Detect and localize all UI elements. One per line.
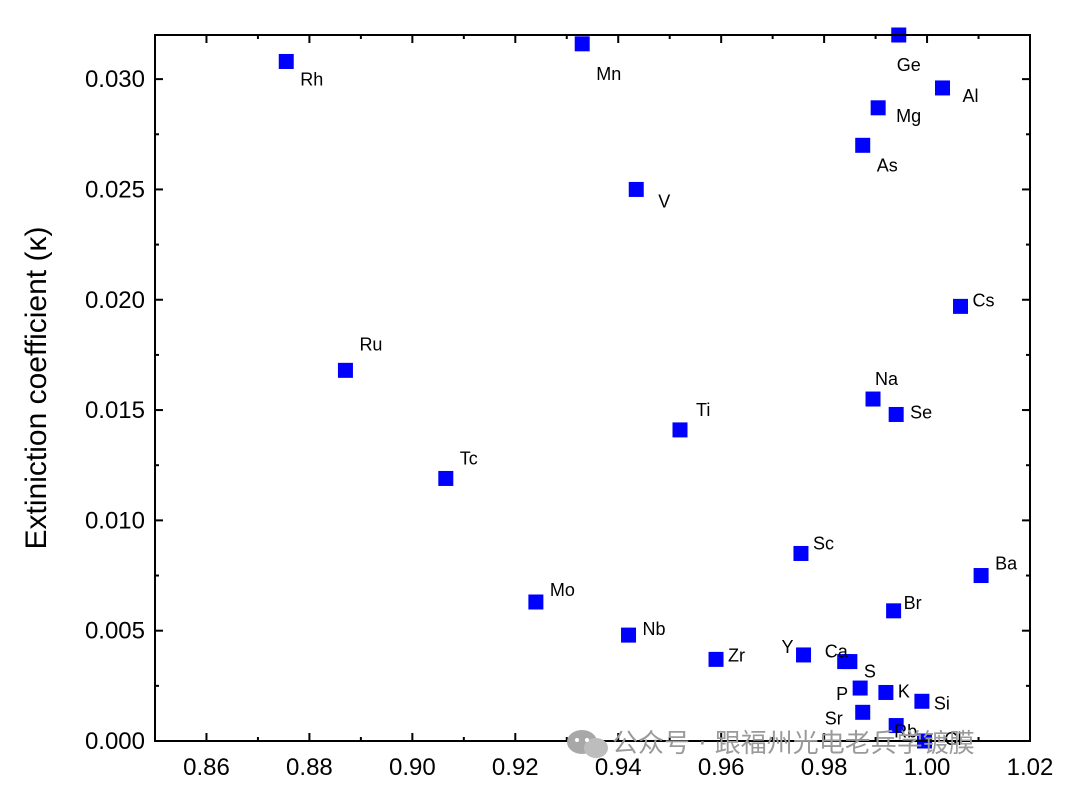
y-tick-label: 0.015	[85, 397, 145, 424]
point-na	[865, 391, 881, 407]
point-label-p: P	[836, 684, 848, 704]
point-label-ba: Ba	[995, 554, 1018, 574]
watermark-text: 公众号 · 跟福州光电老兵学镀膜	[612, 729, 975, 759]
point-mn	[574, 36, 590, 52]
point-label-cl: Cl	[944, 729, 961, 749]
point-label-mo: Mo	[550, 580, 575, 600]
point-se	[888, 406, 904, 422]
point-cs	[953, 298, 969, 314]
point-label-tc: Tc	[460, 448, 478, 468]
point-label-s: S	[864, 662, 876, 682]
point-label-mn: Mn	[596, 64, 621, 84]
point-br	[886, 603, 902, 619]
point-label-sc: Sc	[813, 533, 834, 553]
point-mo	[528, 594, 544, 610]
point-as	[855, 137, 871, 153]
x-tick-label: 0.86	[183, 754, 230, 781]
y-tick-label: 0.030	[85, 66, 145, 93]
point-label-ca: Ca	[825, 642, 849, 662]
point-label-ru: Ru	[359, 334, 382, 354]
x-tick-label: 0.98	[801, 754, 848, 781]
point-label-ti: Ti	[696, 400, 710, 420]
point-label-rh: Rh	[300, 69, 323, 89]
point-sc	[793, 545, 809, 561]
point-k	[878, 684, 894, 700]
point-tc	[438, 470, 454, 486]
plot-frame	[154, 34, 1031, 742]
point-ba	[973, 568, 989, 584]
wechat-icon	[567, 730, 608, 758]
point-label-as: As	[877, 155, 898, 175]
y-tick-label: 0.000	[85, 728, 145, 755]
point-rh	[278, 53, 294, 69]
point-sr	[855, 704, 871, 720]
x-tick-label: 0.94	[595, 754, 642, 781]
point-label-ge: Ge	[897, 55, 921, 75]
y-tick-label: 0.025	[85, 176, 145, 203]
point-label-sr: Sr	[825, 708, 843, 728]
point-label-al: Al	[963, 86, 979, 106]
labels-layer: Rh Mn Ge Al Mg As V Cs Ru Na Se Ti Tc Sc Ba Mo Br Nb Zr Y Ca…	[300, 55, 1018, 749]
point-ru	[337, 362, 353, 378]
point-si	[914, 693, 930, 709]
y-tick-label: 0.020	[85, 287, 145, 314]
x-tick-label: 1.02	[1007, 754, 1054, 781]
x-tick-label: 0.96	[698, 754, 745, 781]
watermark: 公众号 · 跟福州光电老兵学镀膜	[567, 729, 975, 759]
y-axis-title: Extiniction coefficient (κ)	[20, 227, 53, 550]
point-nb	[621, 627, 637, 643]
point-label-rb: Rb	[894, 722, 917, 742]
point-label-cs: Cs	[973, 290, 995, 310]
y-tick-label: 0.005	[85, 618, 145, 645]
point-label-mg: Mg	[896, 106, 921, 126]
points-layer	[278, 27, 989, 749]
point-label-v: V	[658, 191, 670, 211]
point-label-zr: Zr	[728, 645, 745, 665]
point-zr	[708, 651, 724, 667]
point-label-nb: Nb	[643, 619, 666, 639]
point-v	[628, 181, 644, 197]
point-y	[796, 647, 812, 663]
point-mg	[870, 100, 886, 116]
point-label-na: Na	[875, 369, 899, 389]
point-rb	[888, 718, 904, 734]
x-tick-label: 0.92	[492, 754, 539, 781]
point-label-y: Y	[782, 637, 794, 657]
x-tick-label: 0.90	[389, 754, 436, 781]
x-tick-label: 0.88	[286, 754, 333, 781]
point-label-br: Br	[904, 593, 922, 613]
y-tick-label: 0.010	[85, 507, 145, 534]
ticks-layer: 0.86 0.88 0.90 0.92 0.94 0.96 0.98 1.00 1.02 0.00…	[85, 35, 1053, 781]
point-label-si: Si	[934, 693, 950, 713]
point-p	[852, 680, 868, 696]
point-ti	[672, 422, 688, 438]
point-label-k: K	[898, 681, 910, 701]
point-label-se: Se	[910, 402, 932, 422]
point-s	[842, 654, 858, 670]
point-al	[935, 80, 950, 96]
x-tick-label: 1.00	[904, 754, 951, 781]
